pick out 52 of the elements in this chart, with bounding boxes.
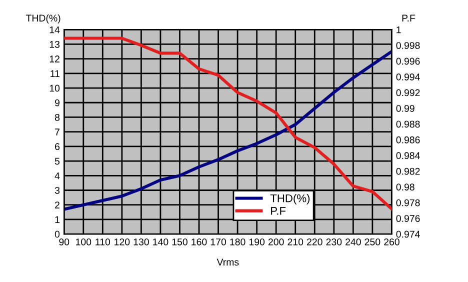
x-tick-label: 120 [114, 238, 130, 246]
y2-tick-label: 0.992 [396, 89, 420, 96]
y2-tick-label: 0.994 [396, 74, 420, 80]
y2-tick-label: 0.978 [396, 199, 420, 206]
y2-tick-label: 0.986 [396, 136, 420, 144]
x-tick-label: 250 [364, 238, 380, 246]
x-tick-label: 240 [346, 238, 361, 246]
y-axis-title: THD(%) [26, 14, 60, 24]
y2-tick-label: 0.996 [396, 58, 420, 65]
y2-tick-label: 0.99 [396, 104, 414, 112]
y2-tick-label: 0.998 [396, 42, 420, 49]
y-tick-label: 7 [55, 128, 60, 136]
y-tick-label: 4 [54, 172, 60, 180]
y-tick-label: 2 [55, 202, 60, 208]
x-tick-label: 220 [307, 238, 322, 246]
y-tick-label: 1 [55, 216, 60, 223]
y-tick-label: 13 [50, 40, 60, 48]
y2-tick-label: 0.98 [396, 184, 414, 190]
x-tick-label: 190 [249, 238, 265, 246]
y2-tick-label: 0.988 [396, 120, 420, 128]
y-tick-label: 0 [54, 230, 60, 238]
y2-tick-label: 0.976 [396, 215, 420, 222]
x-axis-title: Vrms [216, 258, 239, 266]
y-tick-label: 12 [50, 56, 60, 62]
x-tick-label: 170 [210, 238, 226, 246]
y2-tick-label: 0.984 [396, 152, 420, 160]
x-tick-label: 230 [326, 238, 342, 246]
y2-tick-label: 0.982 [396, 168, 420, 175]
x-tick-label: 260 [384, 238, 400, 246]
x-tick-label: 180 [230, 238, 246, 246]
y-tick-label: 5 [54, 158, 60, 165]
y2-axis-title: P.F [402, 14, 416, 22]
y2-tick-label: 1 [396, 26, 401, 34]
y-tick-label: 3 [54, 186, 60, 194]
x-tick-label: 140 [153, 238, 168, 246]
y-tick-label: 11 [50, 70, 60, 77]
y-tick-label: 6 [55, 143, 60, 150]
x-tick-label: 90 [59, 238, 70, 246]
y-tick-label: 14 [50, 26, 60, 34]
x-tick-label: 100 [76, 238, 92, 246]
x-tick-label: 110 [96, 238, 110, 246]
x-tick-label: 160 [192, 238, 207, 246]
y-tick-label: 8 [54, 114, 60, 121]
x-tick-label: 210 [288, 238, 304, 246]
y-tick-label: 10 [50, 84, 60, 92]
legend-label: THD(%) [270, 194, 310, 204]
y-tick-label: 9 [55, 99, 60, 106]
x-tick-label: 200 [268, 238, 284, 246]
x-tick-label: 130 [134, 238, 149, 246]
y2-tick-label: 0.974 [396, 230, 420, 238]
x-tick-label: 150 [172, 238, 188, 246]
legend-label: P.F [271, 207, 286, 215]
